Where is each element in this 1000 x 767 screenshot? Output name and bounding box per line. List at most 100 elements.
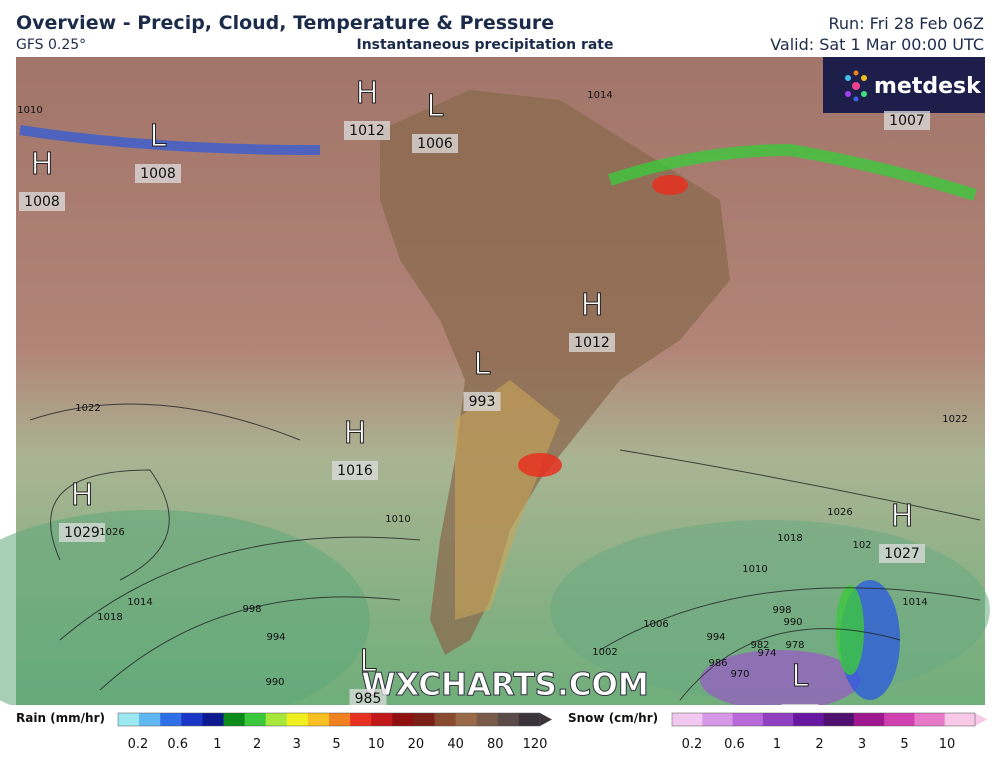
legend-swatch bbox=[265, 713, 288, 726]
title: Overview - Precip, Cloud, Temperature & … bbox=[16, 12, 554, 34]
isobar-label: 998 bbox=[772, 605, 791, 616]
legend-swatch bbox=[202, 713, 224, 726]
pressure-symbol: H bbox=[581, 288, 604, 323]
pressure-symbol: H bbox=[356, 76, 379, 111]
pressure-value: 1027 bbox=[884, 546, 920, 562]
rain-band bbox=[19, 125, 321, 155]
legend-tick-label: 5 bbox=[900, 737, 908, 752]
pressure-value-box bbox=[135, 164, 181, 183]
pressure-value-box bbox=[19, 192, 65, 211]
isobar-label: 970 bbox=[730, 669, 749, 680]
isobar-label: 994 bbox=[706, 632, 725, 643]
legend-swatch bbox=[371, 713, 393, 726]
run-time: Run: Fri 28 Feb 06Z bbox=[829, 14, 985, 33]
isobar-label: 1010 bbox=[385, 514, 410, 525]
legend-swatch bbox=[329, 713, 351, 726]
heavy-rain bbox=[652, 175, 688, 195]
legend-swatch bbox=[413, 713, 435, 726]
logo-text: metdesk bbox=[874, 74, 982, 99]
isobar-label: 1006 bbox=[643, 619, 668, 630]
legend-swatch bbox=[223, 713, 246, 726]
isobar-label: 1022 bbox=[75, 403, 100, 414]
legend-tick-label: 80 bbox=[487, 737, 504, 752]
pressure-value-box bbox=[412, 134, 458, 153]
isobar-label: 998 bbox=[242, 604, 261, 615]
legend-swatch bbox=[518, 713, 541, 726]
legend-tick-label: 0.6 bbox=[724, 737, 745, 752]
isobar-label: 1014 bbox=[902, 597, 927, 608]
pressure-value-box bbox=[879, 544, 925, 563]
pressure-symbol: H bbox=[891, 499, 914, 534]
isobar-label: 1014 bbox=[587, 90, 612, 101]
legend-swatch bbox=[160, 713, 182, 726]
pressure-symbol: L bbox=[150, 119, 167, 154]
legend-swatch bbox=[793, 713, 824, 726]
rain-band bbox=[608, 143, 977, 201]
snow-legend-label: Snow (cm/hr) bbox=[568, 711, 658, 725]
legend-swatch bbox=[914, 713, 946, 726]
pressure-value-box bbox=[884, 111, 930, 130]
pressure-symbol: L bbox=[360, 644, 377, 679]
pressure-symbol: L bbox=[792, 659, 809, 694]
legend-swatch bbox=[118, 713, 140, 726]
pressure-value-box bbox=[349, 689, 387, 708]
isobar-label: 1002 bbox=[592, 647, 617, 658]
legend-swatch bbox=[732, 713, 764, 726]
pressure-symbol: H bbox=[31, 147, 54, 182]
snow-area bbox=[700, 650, 860, 710]
ocean-cool bbox=[0, 510, 370, 730]
legend-tick-label: 10 bbox=[939, 737, 956, 752]
legend-tick-label: 40 bbox=[447, 737, 464, 752]
legend-swatch bbox=[139, 713, 161, 726]
map: metdesk WXCHARTS.COM bbox=[0, 57, 990, 730]
legend-swatch bbox=[434, 713, 457, 726]
isobar-label: 994 bbox=[266, 632, 285, 643]
pressure-value-box bbox=[463, 392, 501, 411]
legend-swatch bbox=[884, 713, 915, 726]
pressure-value: 1016 bbox=[337, 463, 373, 479]
pressure-value: 985 bbox=[355, 691, 382, 707]
pressure-value: 1007 bbox=[889, 113, 925, 129]
legend-tick-label: 3 bbox=[858, 737, 866, 752]
pressure-value-box bbox=[344, 121, 390, 140]
isobar-label: 1010 bbox=[17, 105, 42, 116]
subtitle: Instantaneous precipitation rate bbox=[357, 37, 614, 53]
legend-tick-label: 0.6 bbox=[167, 737, 188, 752]
pressure-value: 1012 bbox=[574, 335, 610, 351]
isobar-label: 982 bbox=[750, 640, 769, 651]
legend-swatch bbox=[392, 713, 414, 726]
legend-frame bbox=[117, 712, 541, 727]
legend-tick-label: 0.2 bbox=[128, 737, 149, 752]
isobar-label: 1026 bbox=[827, 507, 852, 518]
pressure-value-box bbox=[332, 461, 378, 480]
pressure-value-box bbox=[569, 333, 615, 352]
legend-swatch bbox=[762, 713, 794, 726]
pressure-value: 1008 bbox=[24, 194, 60, 210]
legend-swatch bbox=[244, 713, 267, 726]
legend-arrow bbox=[540, 713, 552, 726]
legend-swatch bbox=[181, 713, 203, 726]
isobar-label: 1018 bbox=[777, 533, 802, 544]
legend-swatch bbox=[350, 713, 372, 726]
legend-swatch bbox=[476, 713, 499, 726]
legend-tick-label: 120 bbox=[523, 737, 548, 752]
isobar-label: 1014 bbox=[127, 597, 152, 608]
heavy-rain bbox=[518, 453, 562, 477]
model: GFS 0.25° bbox=[16, 37, 86, 53]
isobar-label: 1018 bbox=[97, 612, 122, 623]
pressure-value-box bbox=[59, 523, 105, 542]
isobar-label: 990 bbox=[265, 677, 284, 688]
isobar-label: 102 bbox=[852, 540, 871, 551]
land-warm bbox=[455, 380, 560, 620]
isobar-label: 974 bbox=[757, 648, 776, 659]
watermark: WXCHARTS.COM bbox=[361, 667, 648, 703]
valid-time: Valid: Sat 1 Mar 00:00 UTC bbox=[770, 35, 984, 54]
pressure-symbol: L bbox=[474, 347, 491, 382]
legend-tick-label: 5 bbox=[332, 737, 340, 752]
legend-tick-label: 0.2 bbox=[682, 737, 703, 752]
isobar-label: 1026 bbox=[99, 527, 124, 538]
legend-swatch bbox=[672, 713, 703, 726]
legend-tick-label: 2 bbox=[815, 737, 823, 752]
